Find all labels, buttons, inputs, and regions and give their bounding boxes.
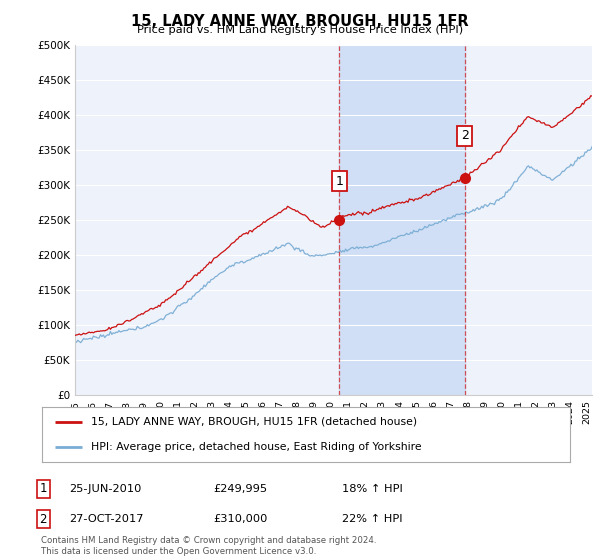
Text: Contains HM Land Registry data © Crown copyright and database right 2024.
This d: Contains HM Land Registry data © Crown c…: [41, 536, 376, 556]
Text: 18% ↑ HPI: 18% ↑ HPI: [342, 484, 403, 494]
Text: 22% ↑ HPI: 22% ↑ HPI: [342, 514, 403, 524]
Text: 27-OCT-2017: 27-OCT-2017: [69, 514, 143, 524]
Text: 15, LADY ANNE WAY, BROUGH, HU15 1FR: 15, LADY ANNE WAY, BROUGH, HU15 1FR: [131, 14, 469, 29]
Text: 15, LADY ANNE WAY, BROUGH, HU15 1FR (detached house): 15, LADY ANNE WAY, BROUGH, HU15 1FR (det…: [91, 417, 417, 427]
Text: £310,000: £310,000: [213, 514, 268, 524]
Text: 1: 1: [40, 482, 47, 496]
Bar: [339, 45, 464, 395]
Text: Price paid vs. HM Land Registry's House Price Index (HPI): Price paid vs. HM Land Registry's House …: [137, 25, 463, 35]
Text: 25-JUN-2010: 25-JUN-2010: [69, 484, 142, 494]
Text: 2: 2: [461, 129, 469, 142]
Text: £249,995: £249,995: [213, 484, 267, 494]
Text: 1: 1: [335, 175, 343, 188]
Text: 2: 2: [40, 512, 47, 526]
Text: HPI: Average price, detached house, East Riding of Yorkshire: HPI: Average price, detached house, East…: [91, 442, 421, 452]
